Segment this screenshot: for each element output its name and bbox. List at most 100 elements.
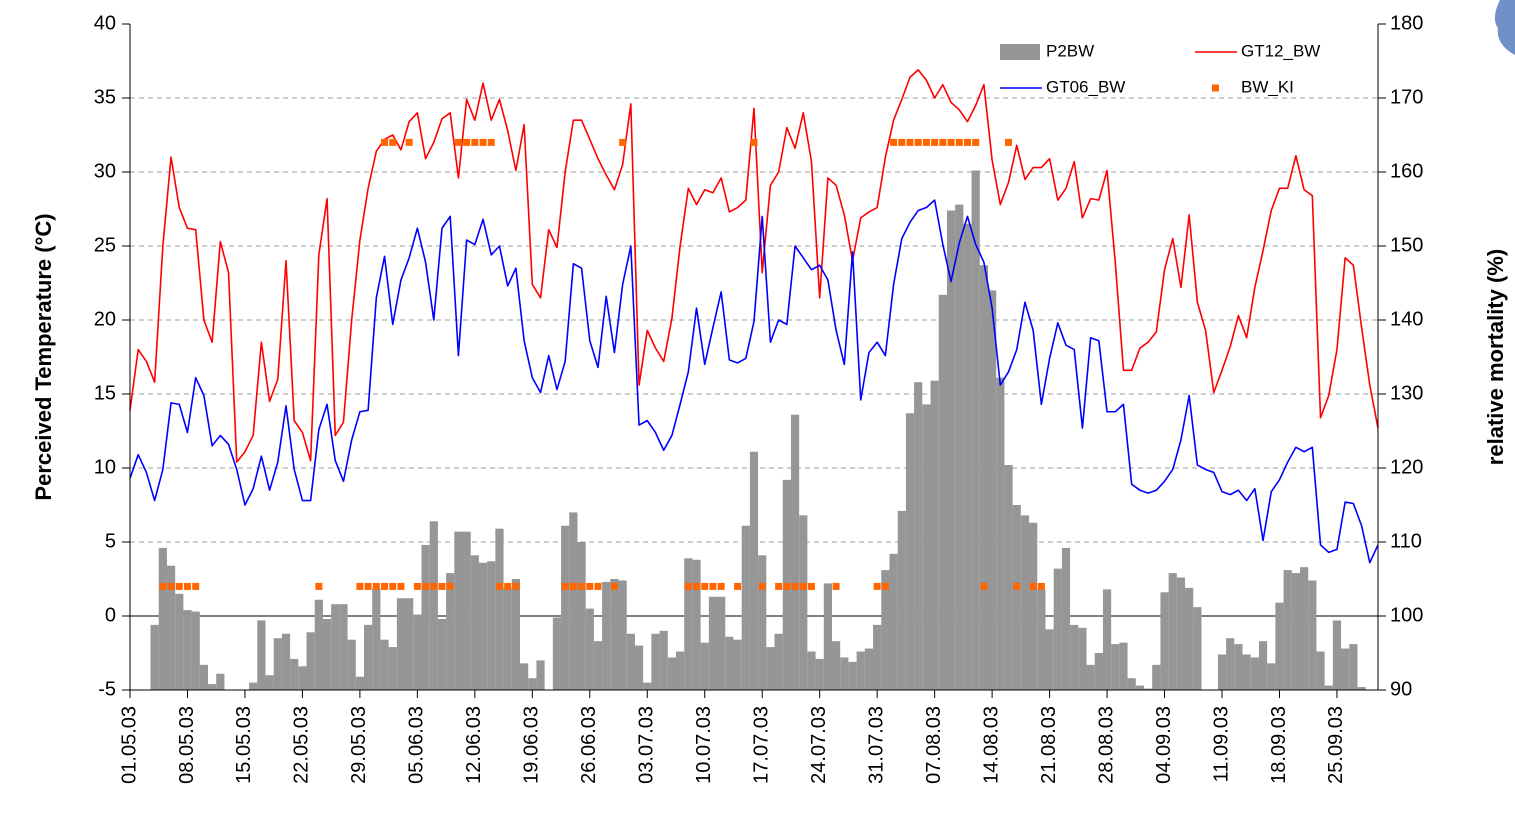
marker xyxy=(955,138,963,146)
bar xyxy=(602,581,611,690)
marker xyxy=(972,138,980,146)
bar xyxy=(922,404,931,690)
bar xyxy=(1283,570,1292,690)
bar xyxy=(733,639,742,690)
bar xyxy=(1300,567,1309,690)
x-tick-label: 26.06.03 xyxy=(578,706,600,784)
marker xyxy=(873,582,881,590)
bar xyxy=(1291,573,1300,690)
bar xyxy=(1037,589,1046,690)
bar xyxy=(413,614,422,690)
marker xyxy=(405,138,413,146)
bar xyxy=(848,661,857,690)
legend-label: BW_KI xyxy=(1241,77,1294,96)
bar xyxy=(741,525,750,690)
x-tick-label: 14.08.03 xyxy=(980,706,1002,784)
bar xyxy=(208,684,217,690)
marker xyxy=(381,582,389,590)
marker xyxy=(594,582,602,590)
bar xyxy=(454,531,463,690)
marker xyxy=(693,582,701,590)
x-tick-label: 31.07.03 xyxy=(865,706,887,784)
marker xyxy=(167,582,175,590)
y-tick-label: 10 xyxy=(94,456,116,478)
marker xyxy=(430,582,438,590)
marker xyxy=(463,138,471,146)
bar xyxy=(216,673,225,690)
marker xyxy=(438,582,446,590)
x-tick-label: 28.08.03 xyxy=(1095,706,1117,784)
y2-tick-label: 110 xyxy=(1390,530,1422,552)
marker xyxy=(389,582,397,590)
bar xyxy=(1029,522,1038,690)
x-tick-label: 24.07.03 xyxy=(808,706,830,784)
bar xyxy=(1119,642,1128,690)
bar xyxy=(322,618,332,690)
marker xyxy=(610,582,618,590)
bar xyxy=(667,657,676,690)
bar xyxy=(634,645,644,690)
bar xyxy=(478,562,488,690)
marker xyxy=(799,582,807,590)
bar xyxy=(1045,629,1054,690)
bar xyxy=(1070,624,1079,690)
marker xyxy=(471,138,479,146)
bar xyxy=(437,618,447,690)
marker xyxy=(1013,582,1021,590)
bar xyxy=(306,632,315,690)
marker xyxy=(569,582,577,590)
x-tick-label: 04.09.03 xyxy=(1153,706,1175,784)
y2-tick-label: 130 xyxy=(1390,382,1423,404)
bar xyxy=(749,451,759,690)
bar xyxy=(897,510,906,690)
marker xyxy=(356,582,364,590)
bar xyxy=(166,565,176,690)
bar xyxy=(380,639,389,690)
marker xyxy=(890,138,898,146)
bar xyxy=(150,624,159,690)
bar xyxy=(1185,587,1194,690)
x-tick-label: 05.06.03 xyxy=(406,706,428,784)
marker xyxy=(454,138,462,146)
bar xyxy=(487,561,496,690)
y2-tick-label: 160 xyxy=(1390,160,1423,182)
bar xyxy=(191,611,200,690)
bar xyxy=(314,599,323,690)
line xyxy=(129,69,1379,463)
y2-tick-label: 150 xyxy=(1390,234,1423,256)
bar xyxy=(1020,515,1030,690)
bar xyxy=(1012,505,1021,690)
marker xyxy=(315,582,323,590)
marker xyxy=(504,582,512,590)
bar xyxy=(1234,644,1243,690)
bar xyxy=(873,624,882,690)
bar xyxy=(470,555,479,690)
bar xyxy=(684,558,693,690)
x-tick-label: 01.05.03 xyxy=(118,706,140,784)
bar xyxy=(1053,568,1062,690)
marker xyxy=(397,582,405,590)
bar xyxy=(914,382,923,690)
bar xyxy=(405,598,414,690)
y-tick-label: -5 xyxy=(98,678,116,700)
bar xyxy=(536,660,545,690)
marker xyxy=(709,582,717,590)
marker xyxy=(159,582,167,590)
bar xyxy=(421,544,430,690)
marker xyxy=(578,582,586,590)
marker xyxy=(717,582,725,590)
marker xyxy=(750,138,758,146)
bar xyxy=(1258,641,1268,690)
marker xyxy=(881,582,889,590)
bar xyxy=(971,170,980,690)
bar xyxy=(1226,638,1235,690)
bar xyxy=(1324,685,1333,690)
marker xyxy=(832,582,840,590)
bar xyxy=(930,380,939,690)
bar xyxy=(462,531,471,690)
y2-tick-label: 180 xyxy=(1390,12,1423,34)
bar xyxy=(1176,577,1186,690)
bar xyxy=(610,579,619,690)
y-tick-label: 20 xyxy=(94,308,116,330)
bar xyxy=(963,223,972,691)
